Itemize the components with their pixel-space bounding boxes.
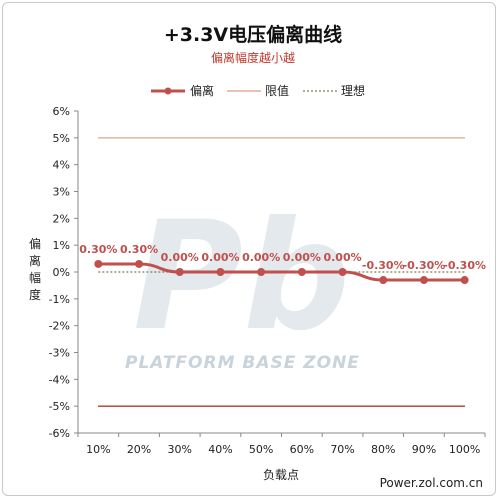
data-point bbox=[94, 259, 103, 268]
chart-svg: Pb PLATFORM BASE ZONE +3.3V电压偏离曲线 偏离幅度越小… bbox=[29, 23, 486, 490]
data-label: 0.00% bbox=[161, 251, 199, 264]
legend-series-label: 偏离 bbox=[190, 83, 214, 98]
data-point bbox=[419, 276, 428, 285]
legend: 偏离 限值 理想 bbox=[151, 83, 365, 98]
series-group bbox=[94, 259, 469, 285]
x-tick-label: 90% bbox=[412, 443, 436, 456]
y-axis-title-char: 离 bbox=[29, 253, 41, 268]
y-tick-label: -5% bbox=[49, 400, 70, 413]
y-tick-label: 0% bbox=[53, 266, 70, 279]
data-point bbox=[379, 276, 388, 285]
data-point bbox=[135, 259, 144, 268]
y-tick-label: -6% bbox=[49, 427, 70, 440]
chart-title: +3.3V电压偏离曲线 bbox=[164, 23, 342, 46]
chart-frame: Pb PLATFORM BASE ZONE +3.3V电压偏离曲线 偏离幅度越小… bbox=[2, 2, 496, 496]
data-point bbox=[216, 268, 225, 276]
data-label: -0.30% bbox=[443, 259, 486, 272]
source-label: Power.zol.com.cn bbox=[380, 476, 483, 490]
data-label: 0.30% bbox=[120, 243, 158, 256]
data-point bbox=[175, 268, 184, 276]
x-tick-label: 60% bbox=[290, 443, 314, 456]
y-axis-title-text: 偏离幅度 bbox=[29, 236, 41, 302]
reference-lines bbox=[98, 137, 465, 407]
x-tick-label: 70% bbox=[330, 443, 354, 456]
x-ticks: 10% 20% 30% 40% 50% 60% 70% 80% 90% 100% bbox=[77, 433, 486, 456]
y-tick-label: -4% bbox=[49, 373, 70, 386]
data-labels: 0.30% 0.30%0.00% 0.00% 0.00% 0.00% 0.00%-0.30… bbox=[79, 243, 486, 272]
y-tick-label: 1% bbox=[53, 239, 70, 252]
data-label: -0.30% bbox=[362, 259, 405, 272]
y-tick-label: -3% bbox=[49, 347, 70, 360]
y-axis-title-char: 幅 bbox=[29, 270, 41, 285]
watermark: Pb PLATFORM BASE ZONE bbox=[125, 190, 360, 373]
watermark-text: PLATFORM BASE ZONE bbox=[125, 353, 360, 373]
x-axis-title: 负载点 bbox=[263, 468, 299, 482]
chart-subtitle: 偏离幅度越小越 bbox=[211, 50, 295, 65]
y-ticks: 6% 5% 4% 3% 2% 1% 0% -1% -2% -3% -4% -5% -6% bbox=[49, 105, 78, 440]
data-label: 0.00% bbox=[283, 251, 321, 264]
legend-series-marker bbox=[164, 87, 172, 95]
y-tick-label: 2% bbox=[53, 212, 70, 225]
y-tick-label: 5% bbox=[53, 132, 70, 145]
watermark-logo: Pb bbox=[133, 190, 350, 364]
data-label: 0.00% bbox=[242, 251, 280, 264]
data-point bbox=[297, 268, 306, 276]
x-tick-label: 100% bbox=[449, 443, 480, 456]
data-label: 0.00% bbox=[323, 251, 361, 264]
x-tick-label: 30% bbox=[168, 443, 192, 456]
x-tick-label: 80% bbox=[371, 443, 395, 456]
y-axis-title: 偏离幅度 bbox=[29, 236, 41, 302]
data-point bbox=[460, 276, 469, 285]
legend-limit-label: 限值 bbox=[265, 83, 289, 98]
data-label: 0.00% bbox=[201, 251, 239, 264]
y-axis-title-char: 度 bbox=[29, 287, 41, 302]
x-tick-label: 20% bbox=[127, 443, 151, 456]
x-tick-label: 40% bbox=[208, 443, 232, 456]
y-tick-label: 3% bbox=[53, 186, 70, 199]
data-point bbox=[257, 268, 266, 276]
series-line bbox=[98, 262, 465, 282]
y-axis-title-char: 偏 bbox=[29, 236, 41, 251]
y-tick-label: -2% bbox=[49, 320, 70, 333]
legend-ideal-label: 理想 bbox=[341, 83, 365, 98]
data-label: -0.30% bbox=[403, 259, 446, 272]
x-tick-label: 10% bbox=[86, 443, 110, 456]
x-tick-label: 50% bbox=[249, 443, 273, 456]
data-label: 0.30% bbox=[79, 243, 117, 256]
data-point bbox=[338, 268, 347, 276]
y-tick-label: 6% bbox=[53, 105, 70, 118]
y-tick-label: 4% bbox=[53, 159, 70, 172]
y-tick-label: -1% bbox=[49, 293, 70, 306]
